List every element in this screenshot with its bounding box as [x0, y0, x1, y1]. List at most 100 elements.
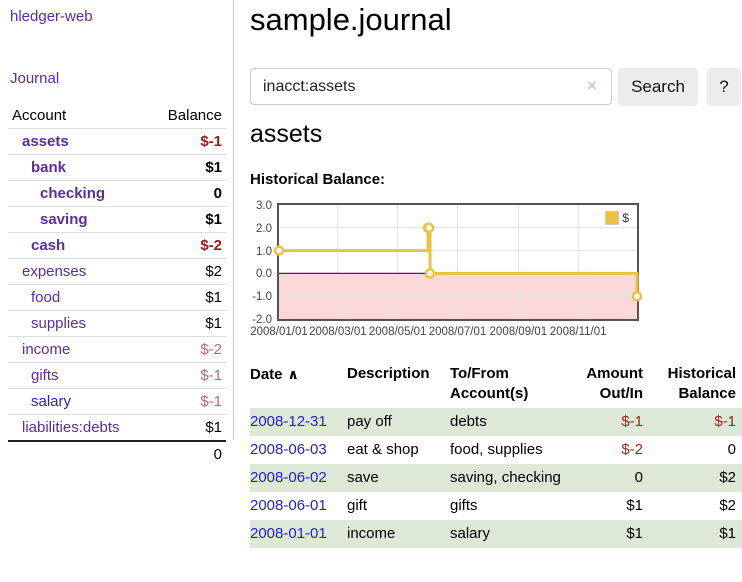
app-title-link[interactable]: hledger-web	[10, 8, 93, 25]
help-button[interactable]: ?	[707, 68, 741, 106]
y-axis-tick: 2.0	[256, 222, 272, 235]
chart-heading: Historical Balance:	[250, 171, 386, 188]
accounts-header-balance: Balance	[167, 107, 222, 124]
account-row: checking 0	[8, 180, 226, 207]
transaction-date-link[interactable]: 2008-06-03	[250, 441, 327, 458]
account-row: bank $1	[8, 154, 226, 181]
account-row: gifts $-1	[8, 362, 226, 389]
transaction-balance: $2	[719, 497, 736, 514]
x-axis-tick: 2008/05/01	[368, 326, 427, 338]
transaction-amount: $1	[626, 497, 643, 514]
account-balance: $-1	[149, 388, 226, 415]
account-link-expenses[interactable]: expenses	[22, 263, 87, 280]
x-axis-tick: 2008/01/01	[250, 326, 308, 338]
account-link-gifts[interactable]: gifts	[31, 367, 59, 384]
account-link-salary[interactable]: salary	[31, 393, 72, 410]
account-row: food $1	[8, 284, 226, 311]
accounts-header-row: Account Balance	[8, 103, 226, 129]
transaction-accounts: food, supplies	[450, 441, 543, 458]
account-link-supplies[interactable]: supplies	[31, 315, 87, 332]
search-input[interactable]	[250, 68, 612, 105]
account-balance: $1	[149, 310, 226, 337]
x-axis-labels: 2008/01/01 2008/03/01 2008/05/01 2008/07/01…	[250, 326, 637, 340]
legend-label: $	[622, 211, 629, 225]
account-row: saving $1	[8, 206, 226, 233]
register-row: 2008-12-31 pay off debts $-1 $-1	[250, 408, 742, 436]
transaction-accounts: debts	[450, 413, 487, 430]
transaction-balance: 0	[727, 441, 736, 458]
search-form: × Search ?	[250, 68, 742, 106]
register-header-date[interactable]: Date ∧	[250, 366, 299, 383]
account-row: assets $-1	[8, 128, 226, 155]
account-link-liabilities-debts[interactable]: liabilities:debts	[22, 419, 120, 436]
transaction-description: pay off	[347, 413, 392, 430]
x-axis-tick: 2008/07/01	[428, 326, 487, 338]
sidebar-item-journal[interactable]: Journal	[10, 70, 60, 87]
transaction-balance: $-1	[714, 413, 736, 430]
y-axis-tick: 3.0	[256, 200, 272, 212]
y-axis-tick: 1.0	[256, 245, 272, 258]
transaction-date-link[interactable]: 2008-06-02	[250, 469, 327, 486]
transaction-description: income	[347, 525, 396, 542]
register-header-description: Description	[347, 365, 430, 382]
register-row: 2008-06-02 save saving, checking 0 $2	[250, 464, 742, 492]
historical-balance-chart: 3.0 2.0 1.0 0.0 -1.0 -2.0 $ 2008/01/01 2008/03…	[250, 200, 742, 343]
account-link-checking[interactable]: checking	[40, 185, 106, 202]
accounts-total-value: 0	[149, 440, 226, 467]
y-axis-labels: 3.0 2.0 1.0 0.0 -1.0 -2.0	[250, 200, 272, 326]
register-header-row: Date ∧ Description To/From Account(s) Amo…	[250, 362, 742, 408]
account-row: income $-2	[8, 336, 226, 363]
transaction-accounts: gifts	[450, 497, 478, 514]
account-balance: $-2	[149, 232, 226, 259]
clear-search-icon[interactable]: ×	[587, 76, 597, 95]
register-row: 2008-06-01 gift gifts $1 $2	[250, 492, 742, 520]
register-row: 2008-01-01 income salary $1 $1	[250, 520, 742, 548]
accounts-header-account: Account	[12, 107, 67, 124]
search-button[interactable]: Search	[618, 68, 698, 106]
account-link-saving[interactable]: saving	[40, 211, 88, 228]
account-link-bank[interactable]: bank	[31, 159, 67, 176]
account-balance: $-1	[149, 128, 226, 155]
transaction-date-link[interactable]: 2008-01-01	[250, 525, 327, 542]
transaction-amount: $-1	[621, 413, 643, 430]
y-axis-tick: -1.0	[252, 291, 272, 304]
x-axis-tick: 2008/03/01	[309, 326, 367, 338]
register-table: Date ∧ Description To/From Account(s) Amo…	[250, 362, 742, 548]
transaction-date-link[interactable]: 2008-12-31	[250, 413, 327, 430]
accounts-total-row: 0	[8, 440, 226, 467]
transaction-balance: $1	[719, 525, 736, 542]
account-row: expenses $2	[8, 258, 226, 285]
register-row: 2008-06-03 eat & shop food, supplies $-2…	[250, 436, 742, 464]
transaction-description: save	[347, 469, 379, 486]
sidebar: hledger-web Journal Account Balance asse…	[0, 0, 234, 467]
account-balance: $1	[149, 206, 226, 233]
account-heading: assets	[250, 120, 323, 148]
account-link-income[interactable]: income	[22, 341, 71, 358]
transaction-accounts: saving, checking	[450, 469, 561, 486]
account-link-cash[interactable]: cash	[31, 237, 66, 254]
transaction-accounts: salary	[450, 525, 491, 542]
account-link-assets[interactable]: assets	[22, 133, 69, 150]
account-row: supplies $1	[8, 310, 226, 337]
chart-legend: $	[603, 210, 631, 226]
sort-ascending-icon: ∧	[287, 366, 299, 382]
y-axis-tick: -2.0	[252, 314, 272, 326]
account-row: cash $-2	[8, 232, 226, 259]
account-link-food[interactable]: food	[31, 289, 61, 306]
legend-swatch-icon	[605, 211, 620, 225]
transaction-amount: $1	[626, 525, 643, 542]
x-axis-tick: 2008/11/01	[549, 326, 607, 338]
transaction-amount: $-2	[621, 441, 643, 458]
transaction-amount: 0	[634, 469, 643, 486]
account-balance: $-2	[149, 336, 226, 363]
register-header-accounts: To/From Account(s)	[450, 365, 529, 402]
x-axis-tick: 2008/09/01	[489, 326, 548, 338]
account-balance: $-1	[149, 362, 226, 389]
register-header-amount: Amount Out/In	[586, 365, 643, 402]
transaction-date-link[interactable]: 2008-06-01	[250, 497, 327, 514]
chart-svg	[273, 205, 643, 319]
account-balance: $2	[149, 258, 226, 285]
account-balance: 0	[149, 180, 226, 207]
page-title: sample.journal	[250, 2, 452, 37]
main-content: sample.journal × Search ? assets Histori…	[250, 0, 742, 582]
